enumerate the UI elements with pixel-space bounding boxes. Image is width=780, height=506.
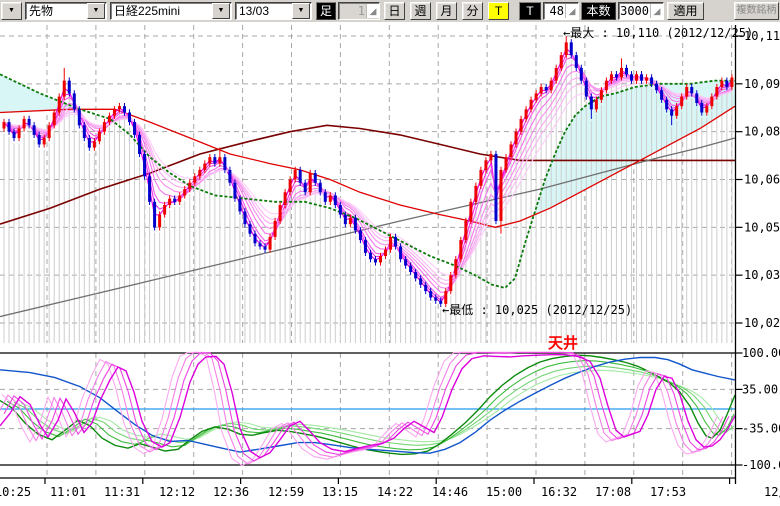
chevron-down-icon[interactable]: ▼ bbox=[212, 3, 230, 19]
min-price-annotation: ←最低 : 10,025 (2012/12/25) bbox=[442, 303, 633, 317]
tick-mode-button[interactable]: T bbox=[488, 2, 509, 20]
svg-text:11:31: 11:31 bbox=[104, 485, 140, 499]
period-day-button[interactable]: 日 bbox=[384, 2, 405, 20]
svg-text:100.00: 100.00 bbox=[742, 346, 780, 360]
interval-input[interactable]: 1 ◢ bbox=[338, 2, 380, 20]
svg-text:10:25: 10:25 bbox=[0, 485, 31, 499]
svg-text:14:22: 14:22 bbox=[377, 485, 413, 499]
svg-text:10,020: 10,020 bbox=[744, 316, 780, 330]
chart-area[interactable]: 10,110 10,095 10,080 10,065 10,050 10,035 10,0… bbox=[0, 22, 780, 501]
spinner-grip-icon[interactable]: ◢ bbox=[565, 4, 578, 18]
period-week-button[interactable]: 週 bbox=[410, 2, 431, 20]
contract-month-combobox[interactable]: 13/03 ▼ bbox=[235, 2, 312, 20]
candlesticks bbox=[2, 36, 734, 308]
mini-dropdown-button[interactable]: ▼ bbox=[1, 2, 22, 20]
svg-text:10,080: 10,080 bbox=[744, 125, 780, 139]
chevron-down-icon[interactable]: ▼ bbox=[292, 3, 310, 19]
contract-month-value: 13/03 bbox=[239, 4, 270, 18]
bars-count-value: 3000 bbox=[620, 4, 649, 18]
ema-ribbon bbox=[3, 47, 733, 303]
tick-count-value: 48 bbox=[549, 4, 564, 18]
period-minute-button[interactable]: 分 bbox=[462, 2, 483, 20]
svg-text:15:00: 15:00 bbox=[486, 485, 522, 499]
interval-value: 1 bbox=[357, 4, 365, 18]
price-chart-canvas[interactable]: 10,110 10,095 10,080 10,065 10,050 10,035 10,0… bbox=[0, 22, 780, 501]
apply-button[interactable]: 適用 bbox=[667, 2, 704, 20]
svg-text:-35.00: -35.00 bbox=[742, 422, 780, 436]
ceiling-annotation: 天井 bbox=[548, 334, 579, 352]
svg-text:12:36: 12:36 bbox=[213, 485, 249, 499]
multi-symbol-button[interactable]: 複数銘柄 bbox=[734, 2, 779, 20]
chevron-down-icon[interactable]: ▼ bbox=[87, 3, 105, 19]
svg-text:10,095: 10,095 bbox=[744, 77, 780, 91]
svg-text:12/26: 12/26 bbox=[764, 485, 780, 499]
svg-text:35.00: 35.00 bbox=[742, 382, 778, 396]
axes-and-labels: 10,110 10,095 10,080 10,065 10,050 10,035 10,0… bbox=[0, 25, 780, 499]
svg-text:10,110: 10,110 bbox=[744, 29, 780, 43]
spinner-grip-icon[interactable]: ◢ bbox=[366, 4, 379, 18]
category-value: 先物 bbox=[29, 4, 54, 18]
ma-cloud bbox=[0, 74, 735, 215]
period-month-button[interactable]: 月 bbox=[436, 2, 457, 20]
svg-text:10,035: 10,035 bbox=[744, 268, 780, 282]
toolbar: ▼ 先物 ▼ 日経225mini ▼ 13/03 ▼ 足 1 ◢ 日 週 月 分… bbox=[0, 0, 780, 22]
category-combobox[interactable]: 先物 ▼ bbox=[25, 2, 107, 20]
svg-text:-100.00: -100.00 bbox=[742, 458, 780, 472]
tick-count-input[interactable]: 48 ◢ bbox=[543, 2, 579, 20]
max-price-annotation: ←最大 : 10,110 (2012/12/25) bbox=[563, 26, 754, 40]
spinner-grip-icon[interactable]: ◢ bbox=[650, 4, 663, 18]
svg-text:17:08: 17:08 bbox=[595, 485, 631, 499]
ashi-label-badge: 足 bbox=[316, 2, 336, 20]
svg-text:14:46: 14:46 bbox=[432, 485, 468, 499]
tick-label-badge: T bbox=[519, 2, 541, 20]
svg-text:10,065: 10,065 bbox=[744, 173, 780, 187]
chevron-down-icon: ▼ bbox=[8, 7, 15, 14]
bars-count-input[interactable]: 3000 ◢ bbox=[618, 2, 664, 20]
symbol-value: 日経225mini bbox=[114, 4, 181, 18]
svg-text:16:32: 16:32 bbox=[541, 485, 577, 499]
moving-average-lines bbox=[0, 105, 736, 318]
svg-text:17:53: 17:53 bbox=[650, 485, 686, 499]
oscillator-panel bbox=[0, 351, 736, 479]
honsu-label-badge: 本数 bbox=[581, 2, 616, 20]
svg-text:11:01: 11:01 bbox=[50, 485, 86, 499]
symbol-combobox[interactable]: 日経225mini ▼ bbox=[110, 2, 232, 20]
svg-text:12:59: 12:59 bbox=[268, 485, 304, 499]
svg-text:12:12: 12:12 bbox=[159, 485, 195, 499]
svg-text:13:15: 13:15 bbox=[322, 485, 358, 499]
svg-text:10,050: 10,050 bbox=[744, 220, 780, 234]
